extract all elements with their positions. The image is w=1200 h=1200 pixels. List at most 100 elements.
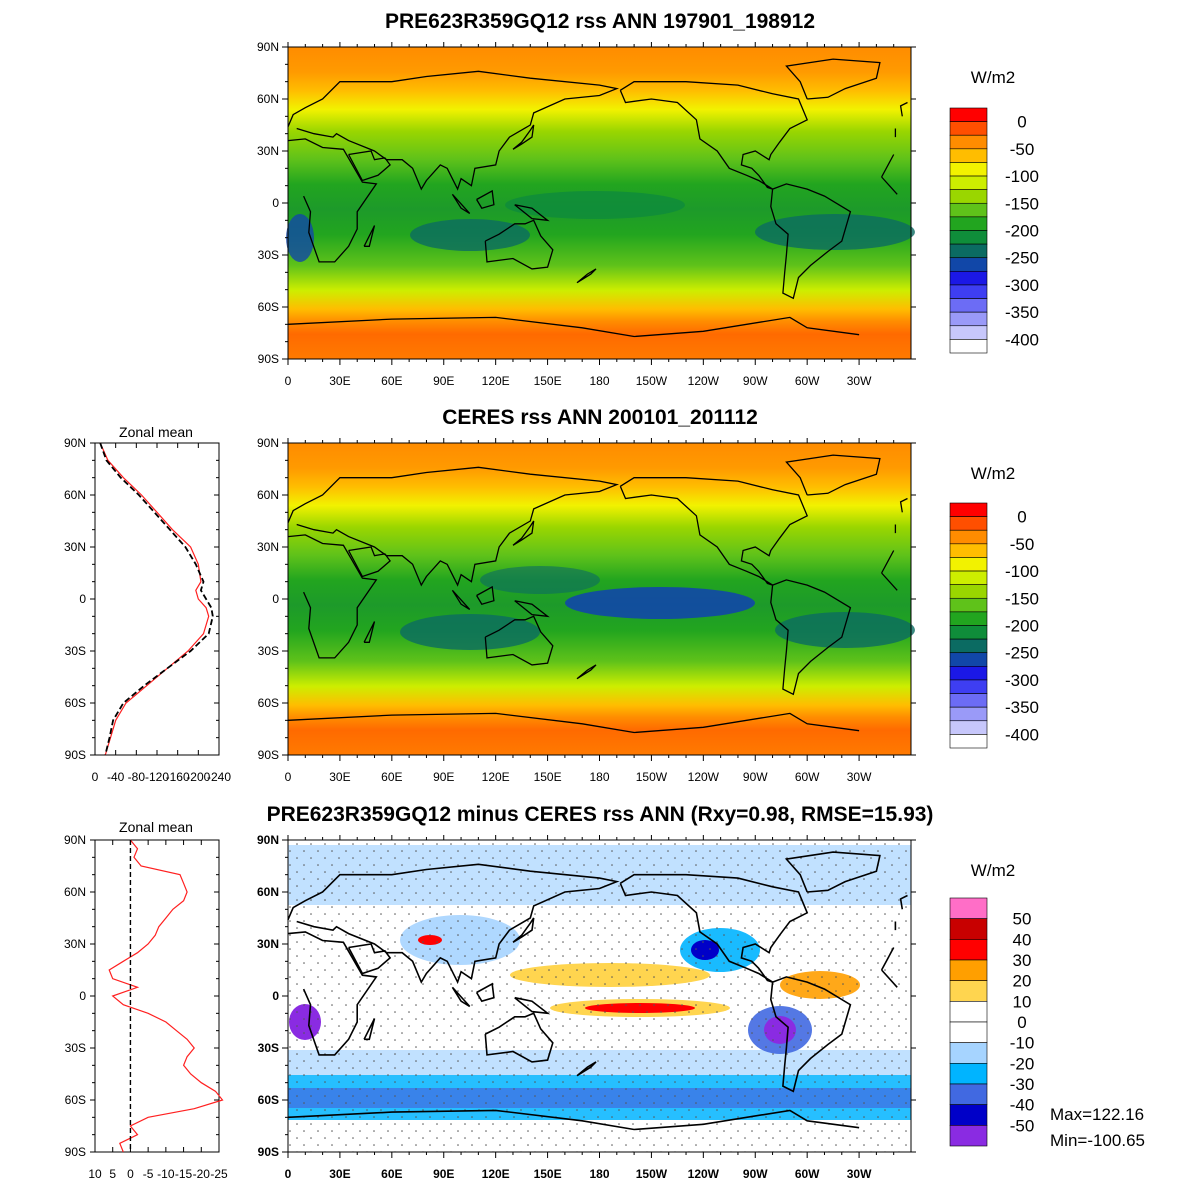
- significance-stipple: [288, 840, 911, 1152]
- max-value: Max=122.16: [1050, 1105, 1144, 1124]
- colorbar-label: 30: [1013, 951, 1032, 970]
- coastline: [576, 664, 597, 680]
- colorbar-swatch: [949, 734, 988, 749]
- lat-tick-label: 30S: [258, 248, 279, 262]
- zonal-line-obs: [99, 442, 214, 756]
- lat-tick-label: 30N: [257, 937, 279, 951]
- field-patch: [410, 219, 530, 251]
- panel-title: PRE623R359GQ12 minus CERES rss ANN (Rxy=…: [267, 803, 934, 826]
- zonal-line-model: [99, 442, 210, 756]
- field-patch: [286, 214, 314, 262]
- zonal-x-label: -80: [128, 770, 146, 784]
- panel-difference: PRE623R359GQ12 minus CERES rss ANN (Rxy=…: [257, 803, 1145, 1181]
- coastline: [576, 1061, 597, 1077]
- lon-tick-label: 90E: [433, 770, 454, 784]
- lon-tick-label: 0: [285, 770, 292, 784]
- coastline: [769, 976, 852, 1093]
- colorbar-swatch: [949, 162, 988, 177]
- colorbar-swatch: [949, 918, 988, 940]
- lat-axis: 90N 60N 30N 0 30S 60S 90S: [257, 833, 916, 1159]
- coastlines: [287, 58, 908, 338]
- lon-tick-label: 30W: [847, 1167, 872, 1181]
- colorbar-swatch: [949, 189, 988, 204]
- zonal-x-label: -240: [207, 770, 231, 784]
- lat-tick-label: 90S: [258, 748, 279, 762]
- lon-tick-label: 30W: [847, 770, 872, 784]
- zonal-lat-label: 90S: [65, 748, 86, 762]
- coastline: [784, 851, 881, 893]
- colorbar-label: 0: [1017, 508, 1026, 527]
- lat-tick-label: 90S: [258, 1145, 279, 1159]
- lat-tick-label: 90S: [258, 352, 279, 366]
- colorbar: 0 -50 -100 -150 -200 -250 -300 -350 -400: [949, 502, 1039, 749]
- coastline: [514, 204, 550, 222]
- colorbar-swatch: [949, 706, 988, 722]
- zonal-lines: [108, 839, 224, 1153]
- lon-axis: 0 30E 60E 90E 120E 150E 180 150W 120W 90W 60W 30W: [285, 42, 895, 388]
- zonal-lat-label: 30N: [64, 540, 86, 554]
- lat-tick-label: 60S: [258, 1093, 279, 1107]
- lon-tick-label: 30E: [329, 770, 350, 784]
- colorbar-swatch: [949, 679, 988, 694]
- colorbar-label: -50: [1010, 140, 1035, 159]
- lon-tick-label: 150W: [636, 770, 668, 784]
- zonal-lat-label: 0: [79, 989, 86, 1003]
- zonal-x-label: -40: [107, 770, 125, 784]
- colorbar-swatch: [949, 529, 988, 545]
- colorbar-label: -400: [1005, 330, 1039, 349]
- zonal-x-label: -25: [210, 1167, 228, 1181]
- colorbar-swatch: [949, 980, 988, 1002]
- zonal-x-label: -10: [157, 1167, 175, 1181]
- colorbar-label: -400: [1005, 725, 1039, 744]
- lon-tick-label: 90E: [433, 1167, 454, 1181]
- colorbar-swatch: [949, 202, 988, 218]
- colorbar-swatch: [949, 243, 988, 259]
- coastline: [785, 58, 881, 100]
- zonal-lat-label: 60N: [64, 885, 86, 899]
- colorbar-swatch: [949, 107, 988, 122]
- colorbar-swatch: [949, 271, 988, 286]
- colorbar-label: -50: [1010, 1116, 1035, 1135]
- map-area: [287, 839, 912, 1153]
- zonal-frame: [94, 442, 220, 756]
- colorbar-swatch: [949, 611, 988, 626]
- zonal-lat-label: 30S: [65, 1041, 86, 1055]
- coastline: [785, 454, 881, 496]
- colorbar-swatch: [949, 652, 988, 667]
- coastline: [484, 1012, 554, 1063]
- coastline: [770, 579, 852, 696]
- coastline: [451, 193, 471, 214]
- lon-axis: 0 30E 60E 90E 120E 150E 180 150W 120W 90W 60W 30W: [285, 835, 895, 1181]
- coastline: [287, 70, 897, 191]
- lon-tick-label: 120E: [482, 770, 510, 784]
- zonal-lat-label: 60N: [64, 488, 86, 502]
- colorbar-label: -100: [1005, 562, 1039, 581]
- lon-tick-label: 180: [589, 1167, 609, 1181]
- zonal-x-label: 0: [127, 1167, 134, 1181]
- colorbar-swatch: [949, 693, 988, 708]
- zonal-x-axis: 10 5 0 -5 -10 -15 -20 -25: [88, 840, 228, 1181]
- colorbar-swatch: [949, 325, 988, 340]
- panel-title: CERES rss ANN 200101_201112: [442, 406, 758, 429]
- lat-tick-label: 60S: [258, 696, 279, 710]
- lon-tick-label: 60E: [381, 770, 402, 784]
- lon-tick-label: 150E: [534, 1167, 562, 1181]
- zonal-lat-label: 0: [79, 592, 86, 606]
- colorbar-swatch: [949, 584, 988, 599]
- colorbar-units: W/m2: [971, 68, 1015, 87]
- lon-tick-label: 60W: [795, 1167, 820, 1181]
- lon-tick-label: 120W: [688, 770, 720, 784]
- coastline: [287, 534, 898, 659]
- coastline: [484, 219, 554, 270]
- zonal-x-label: -5: [143, 1167, 154, 1181]
- panel-observation: CERES rss ANN 200101_201112 90N 60N 30N 0 30…: [257, 406, 1039, 784]
- coastline: [287, 138, 898, 263]
- colorbar-label: -250: [1005, 249, 1039, 268]
- colorbar-swatch: [949, 939, 988, 961]
- map-area: [287, 442, 915, 756]
- field-patch: [505, 191, 685, 219]
- colorbar-swatch: [949, 1104, 988, 1126]
- colorbar-label: -150: [1005, 194, 1039, 213]
- zonal-x-axis: 0 -40 -80 -120-160-200-240: [92, 443, 231, 784]
- lon-tick-label: 150W: [636, 374, 668, 388]
